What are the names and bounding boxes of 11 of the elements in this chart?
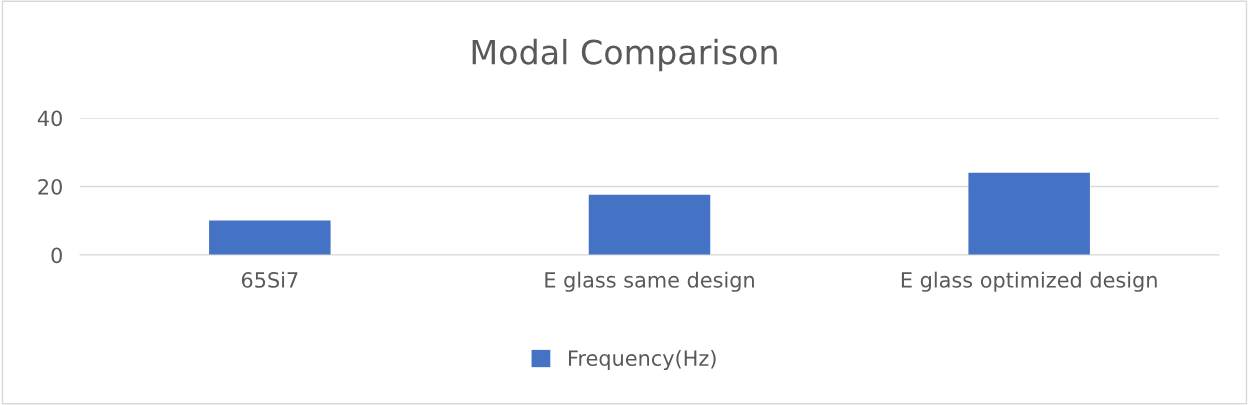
x-tick-label: 65Si7 — [241, 271, 298, 288]
y-tick-label: 40 — [37, 110, 62, 127]
bar — [968, 172, 1090, 255]
bar — [209, 220, 331, 255]
y-tick-label: 0 — [51, 247, 62, 264]
x-tick-label: E glass same design — [545, 271, 754, 292]
x-tick-label: E glass optimized design — [901, 271, 1157, 292]
legend-label: Frequency(Hz) — [569, 349, 716, 371]
y-tick-label: 20 — [38, 178, 62, 195]
bar — [588, 194, 711, 255]
chart-title: Modal Comparison — [472, 38, 777, 72]
